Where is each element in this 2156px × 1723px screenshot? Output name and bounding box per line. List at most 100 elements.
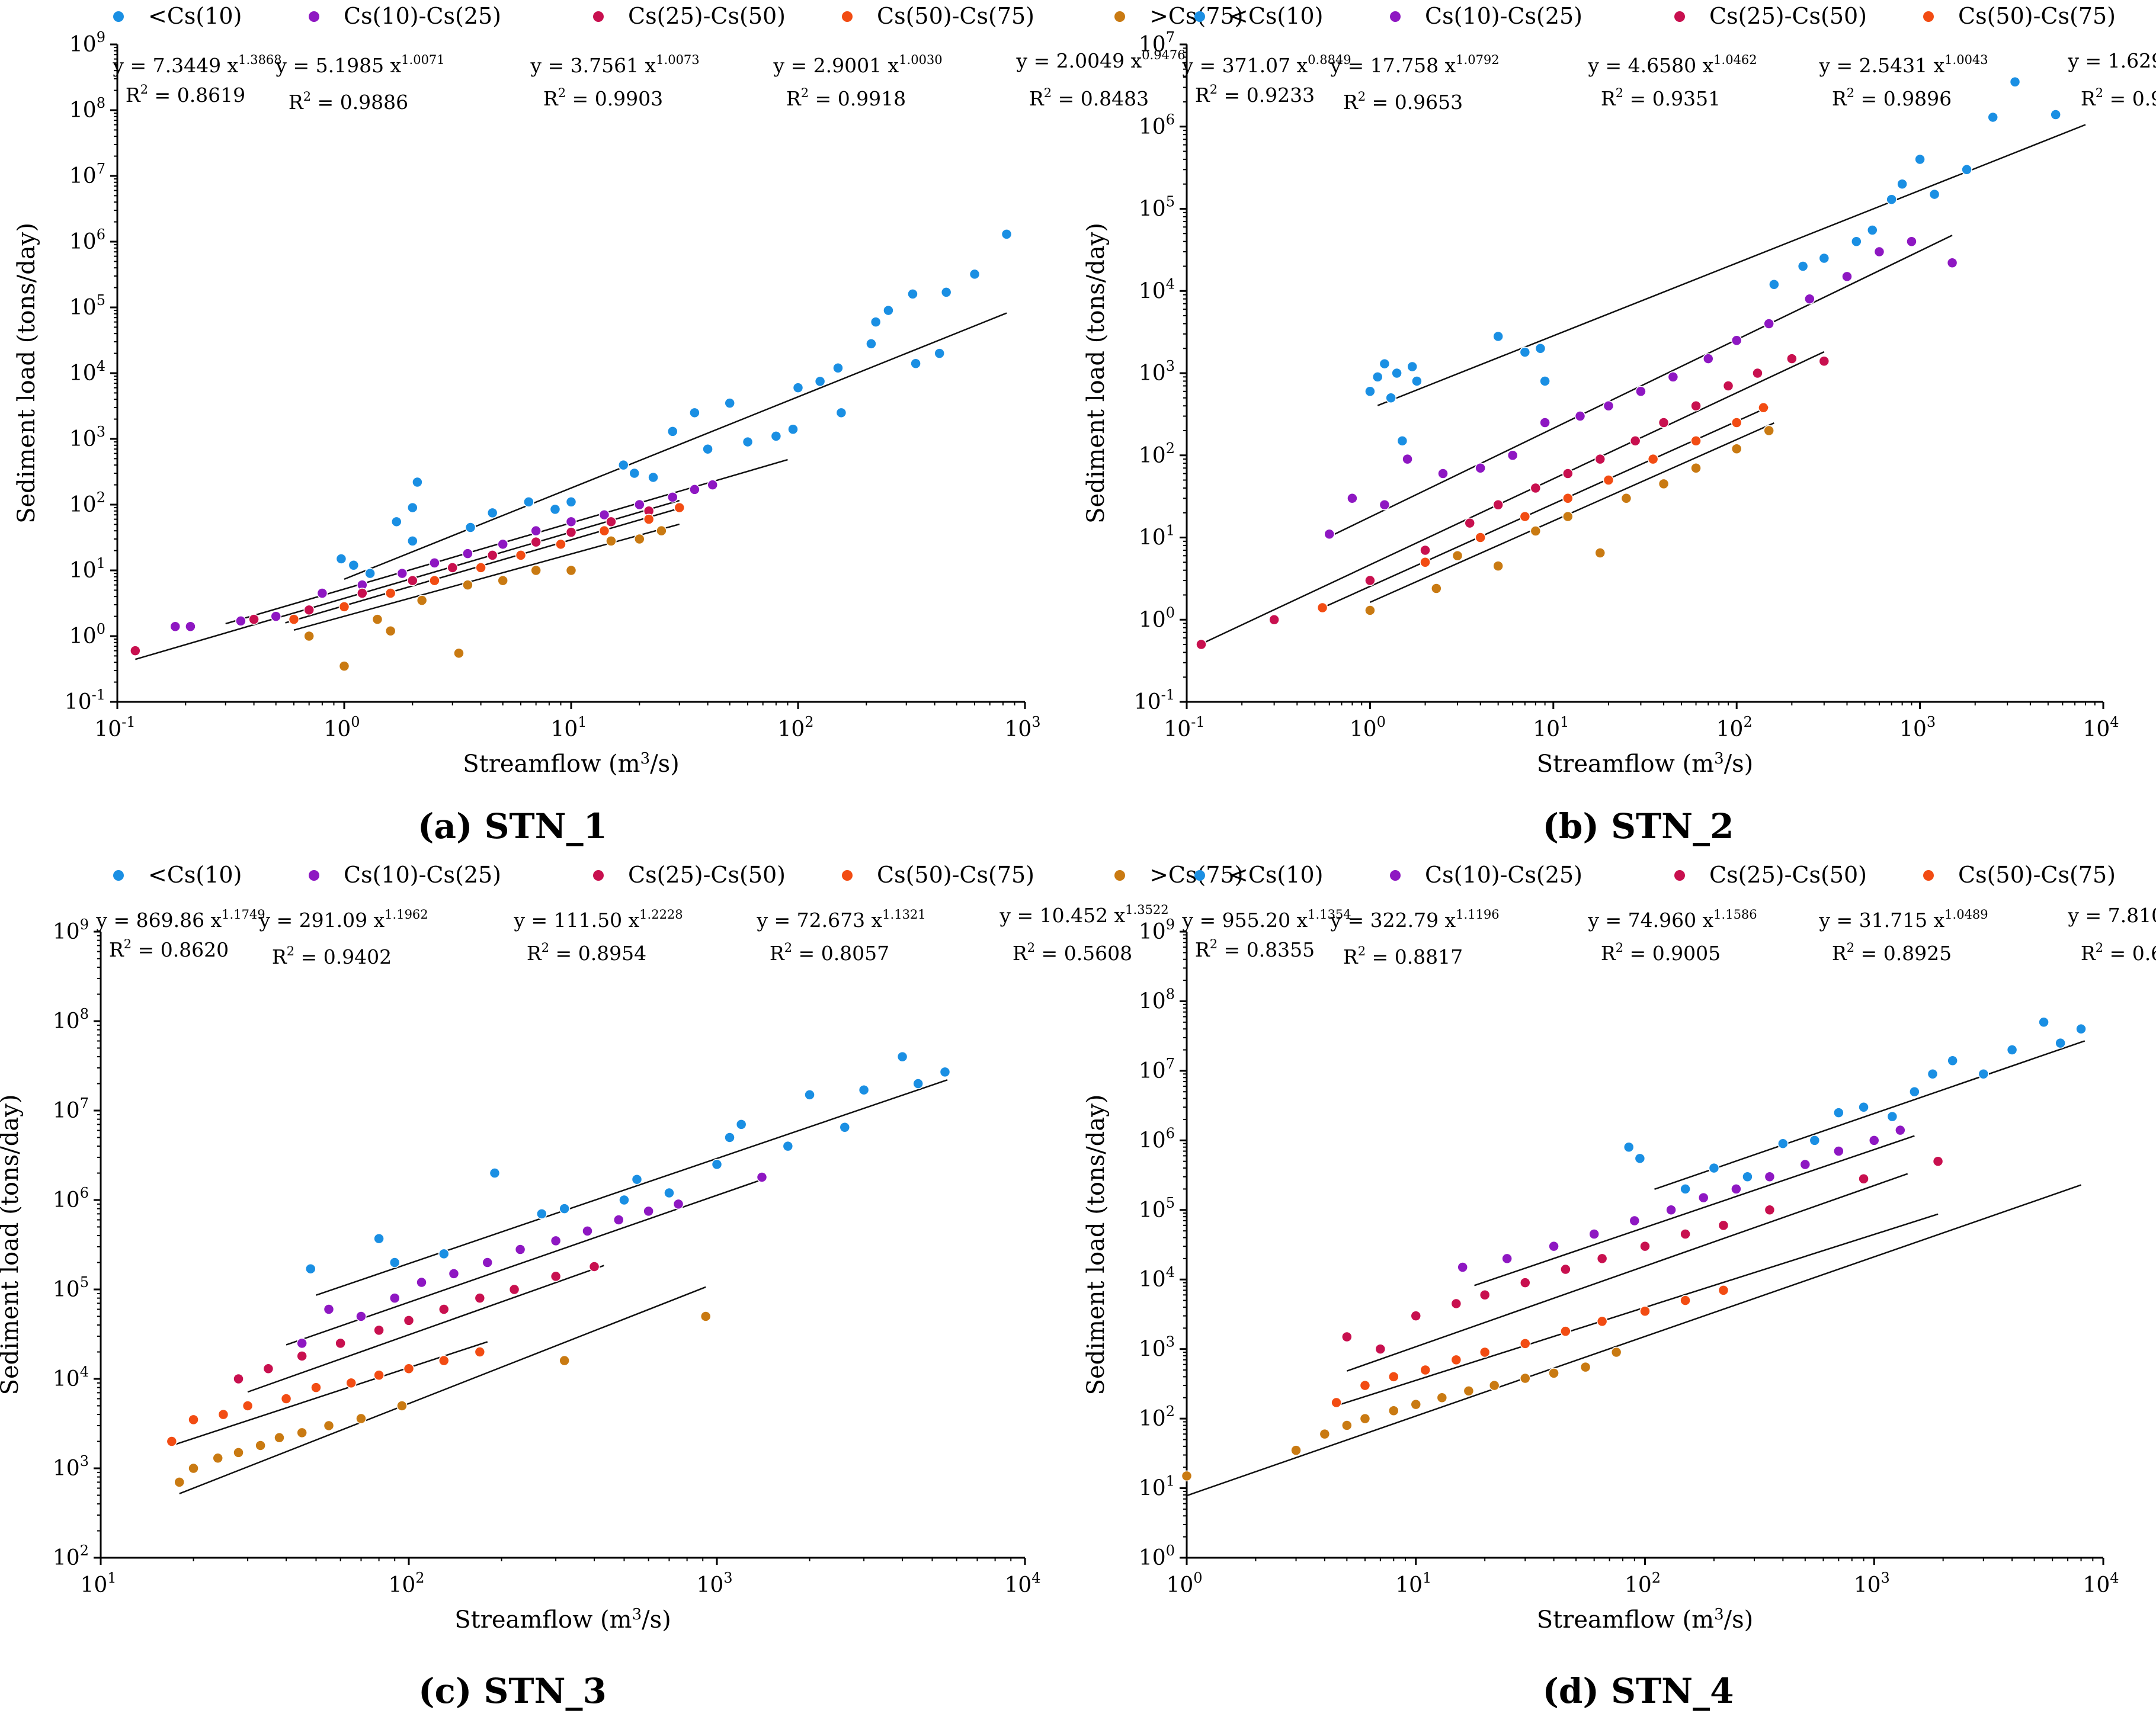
data-point [1804,293,1815,304]
panel-3: 101 102 103 104102103104105106107108109Stre… [0,862,1243,1711]
data-point [674,502,685,514]
data-point [832,362,844,374]
data-point [303,630,315,642]
regression-line-5 [1186,1184,2081,1497]
data-point [1873,246,1885,258]
r-squared: R2 = 0.8057 [770,941,889,965]
data-point [1799,1159,1811,1170]
data-point [396,567,408,579]
data-point [689,407,700,419]
data-point [2055,1037,2066,1049]
data-point [1396,435,1408,447]
data-point [1507,450,1519,461]
data-point [969,268,981,280]
data-point [724,397,735,409]
data-point [335,553,347,564]
data-point [1479,1346,1491,1358]
data-point [1647,453,1659,465]
data-point [323,1420,335,1432]
data-point [1410,1398,1421,1410]
data-point [1769,279,1780,290]
data-point [1464,517,1475,529]
data-point [896,1051,908,1063]
data-point [550,1270,562,1282]
data-point [303,604,315,616]
legend-marker [1674,11,1685,22]
x-axis-title: Streamflow (m3/s) [463,750,679,778]
data-point [280,1393,292,1404]
data-point [1519,511,1531,522]
data-point [373,1233,385,1244]
data-point [462,548,473,559]
data-point [934,348,945,359]
data-point [1492,331,1504,342]
data-point [756,1172,768,1183]
data-point [1786,353,1798,364]
data-point [1858,1102,1869,1113]
regression-line-5 [179,1286,706,1494]
data-point [1629,1215,1641,1227]
x-tick-label: 101 [550,714,587,742]
y-tick-label: 101 [69,555,105,583]
data-point [792,382,804,393]
data-point [1391,367,1402,379]
data-point [1359,1379,1371,1391]
data-point [667,492,678,503]
y-tick-label: 100 [1139,604,1175,632]
r-squared: R2 = 0.8954 [527,941,646,965]
data-point [1520,1277,1531,1288]
data-point [613,1214,624,1225]
data-point [939,1066,951,1078]
x-tick-label: 100 [323,714,360,742]
regression-equation: y = 17.758 x1.0792 [1330,53,1499,77]
data-point [1562,493,1574,504]
regression-equation: y = 3.7561 x1.0073 [530,53,699,77]
data-point [536,1208,547,1220]
data-point [1431,583,1442,594]
data-point [233,1447,244,1458]
y-tick-label: 105 [1139,194,1175,222]
legend-marker [1390,870,1401,881]
data-point [1708,1162,1720,1174]
data-point [664,1187,675,1199]
data-point [486,550,498,561]
data-point [1690,400,1702,412]
x-tick-label: 101 [1395,1570,1431,1597]
data-point [1402,453,1413,465]
data-point [391,516,402,528]
data-point [1562,468,1574,479]
data-point [1818,355,1830,367]
x-tick-label: 103 [1854,1570,1890,1597]
data-point [1947,1055,1958,1066]
x-tick-label: 103 [696,1570,732,1597]
data-point [1316,602,1328,614]
data-point [1411,376,1423,387]
data-point [416,595,428,606]
y-tick-label: 102 [1139,1403,1175,1431]
legend-marker [1194,870,1205,881]
data-point [1290,1445,1302,1456]
data-point [412,476,423,488]
r-squared: R2 = 0.9896 [1832,86,1952,110]
data-point [2009,76,2021,88]
data-point [1909,1086,1920,1098]
data-point [1420,557,1431,568]
legend-label: Cs(25)-Cs(50) [628,862,786,888]
panel-4: 100 101 102 103 104 100 101 102 103 104 105 106 107 1… [1082,862,2156,1711]
data-point [1764,1171,1776,1182]
data-point [1731,335,1742,346]
regression-line-4 [171,1341,488,1446]
data-point [1560,1326,1571,1337]
y-axis-title: Sediment load (tons/day) [1082,223,1110,524]
data-point [1324,528,1335,540]
data-point [582,1225,593,1237]
legend-label: Cs(50)-Cs(75) [877,862,1034,888]
y-tick-label: 107 [1139,1055,1175,1083]
data-point [1742,1171,1753,1182]
y-tick-label: 105 [1139,1195,1175,1223]
data-point [355,1311,367,1322]
legend-marker [309,11,319,22]
regression-equation: y = 31.715 x1.0489 [1818,907,1988,932]
data-point [489,1167,501,1179]
y-tick-label: 108 [1139,986,1175,1013]
